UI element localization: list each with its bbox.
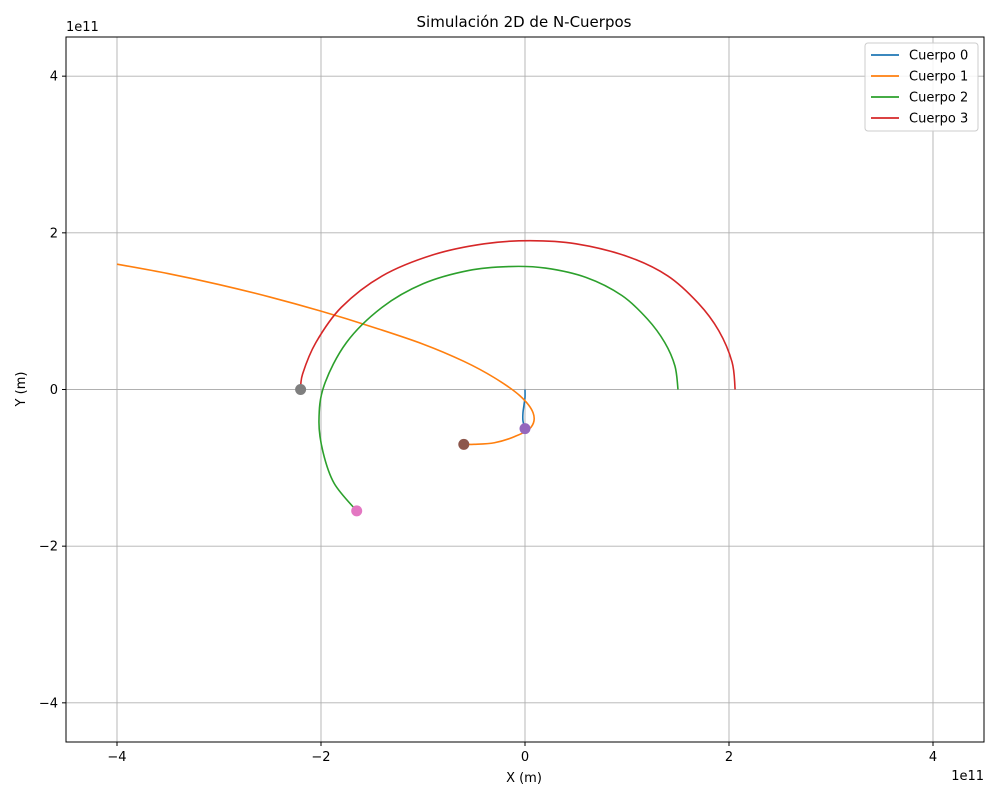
x-axis-offset-label: 1e11	[951, 769, 984, 784]
chart-title: Simulación 2D de N-Cuerpos	[417, 13, 632, 31]
x-tick-label: −4	[107, 750, 126, 765]
legend-label: Cuerpo 0	[909, 49, 968, 64]
grid	[66, 37, 984, 742]
y-tick-label: −2	[39, 540, 58, 555]
legend-label: Cuerpo 2	[909, 91, 968, 106]
series-line-cuerpo-1	[116, 263, 535, 446]
legend: Cuerpo 0 Cuerpo 1 Cuerpo 2 Cuerpo 3	[864, 42, 979, 132]
y-tick-label: 0	[50, 383, 58, 398]
y-axis-offset-label: 1e11	[66, 20, 99, 35]
x-tick-label: 2	[725, 750, 733, 765]
body-marker-0	[519, 423, 531, 435]
y-tick-label: 2	[50, 226, 58, 241]
series-line-cuerpo-0	[521, 389, 526, 429]
x-axis-title: X (m)	[506, 771, 542, 786]
series-lines	[116, 239, 736, 512]
body-marker-1	[458, 438, 470, 450]
y-tick-label: 4	[50, 70, 58, 85]
body-marker-2	[351, 505, 363, 517]
series-line-cuerpo-2	[318, 265, 679, 512]
legend-box	[864, 42, 979, 132]
series-line-cuerpo-3	[299, 239, 736, 390]
body-markers	[295, 384, 531, 517]
legend-label: Cuerpo 1	[909, 70, 968, 85]
x-tick-label: −2	[311, 750, 330, 765]
body-marker-3	[295, 384, 307, 395]
y-tick-label: −4	[39, 696, 58, 711]
y-axis-title: Y (m)	[14, 372, 29, 408]
x-tick-label: 0	[521, 750, 529, 765]
legend-label: Cuerpo 3	[909, 112, 968, 127]
axis-ticks: −4 −2 0 2 4 −4 −2 0 2 4	[39, 70, 937, 765]
x-tick-label: 4	[929, 750, 937, 765]
